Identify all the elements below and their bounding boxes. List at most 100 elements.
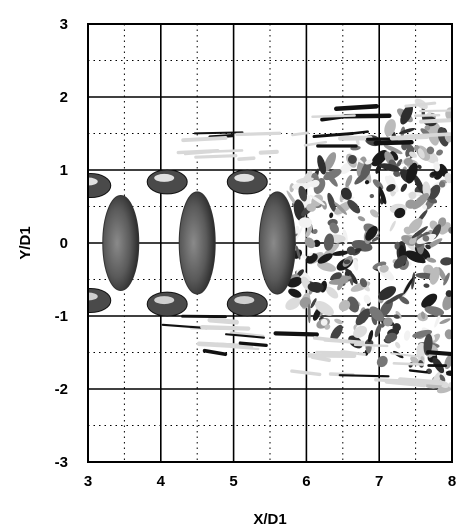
x-tick-label: 8 — [448, 473, 456, 490]
turbulent-fragment — [393, 314, 400, 319]
x-tick-label: 3 — [84, 473, 92, 490]
turbulent-fragment — [369, 306, 385, 322]
turbulent-fragment — [347, 296, 360, 313]
turbulent-fragment — [353, 325, 368, 338]
shear-streak — [273, 331, 319, 337]
turbulent-fragment — [443, 272, 450, 286]
turbulent-fragment — [338, 299, 351, 312]
shear-streak — [181, 136, 228, 143]
turbulent-fragment — [307, 252, 313, 257]
turbulent-fragment — [379, 163, 401, 172]
vortex-ring-bottom-core — [226, 291, 268, 317]
turbulent-fragment — [384, 119, 396, 137]
shear-streak — [235, 131, 282, 137]
vortex-ring-top-core — [226, 169, 268, 195]
shear-streak — [215, 342, 254, 349]
turbulent-fragment — [392, 323, 401, 332]
turbulent-fragment — [357, 216, 366, 222]
turbulent-fragment — [445, 290, 452, 298]
vortex-ring-body — [258, 191, 296, 295]
vortex-ring-highlight — [154, 173, 175, 182]
y-tick-label: -3 — [55, 454, 68, 471]
shear-streak — [161, 323, 208, 330]
turbulent-fragment — [385, 292, 404, 305]
vortex-ring-body — [102, 195, 140, 291]
turbulent-fragment — [369, 209, 379, 218]
turbulent-fragment — [413, 174, 425, 194]
turbulent-fragment — [320, 318, 328, 326]
shear-streak — [419, 109, 452, 113]
vortex-ring-top-core — [88, 173, 112, 199]
turbulent-fragment — [307, 281, 324, 293]
turbulent-fragment — [347, 199, 361, 214]
vortex-rings — [88, 169, 296, 317]
x-axis-label: X/D1 — [253, 511, 286, 528]
shear-streak — [237, 156, 256, 161]
turbulent-fragment — [327, 192, 336, 212]
turbulent-fragment — [383, 317, 393, 327]
turbulent-fragment — [368, 330, 374, 343]
shear-streak — [384, 379, 427, 388]
turbulent-fragment — [407, 218, 423, 234]
shear-streak — [390, 352, 420, 358]
turbulent-fragment — [317, 155, 327, 175]
turbulent-fragment — [295, 245, 301, 260]
turbulent-fragment — [298, 185, 308, 202]
vortex-ring-bottom-core — [146, 291, 188, 317]
turbulent-fragment — [393, 170, 401, 177]
shear-streak — [419, 118, 452, 124]
turbulent-fragment — [332, 250, 349, 256]
vortex-ring-highlight — [88, 177, 98, 186]
vortex-ring-highlight — [234, 296, 255, 305]
turbulent-fragment — [409, 151, 417, 158]
turbulent-fragment — [371, 150, 388, 167]
vortex-ring-highlight — [88, 292, 98, 301]
turbulent-fragment — [371, 236, 380, 242]
turbulent-fragment — [403, 157, 413, 166]
turbulent-fragment — [328, 278, 349, 285]
turbulent-fragment — [430, 171, 438, 176]
turbulent-fragment — [436, 149, 443, 156]
shear-streak — [315, 350, 349, 354]
turbulent-fragment — [304, 237, 316, 249]
turbulent-fragment — [417, 148, 425, 159]
turbulent-fragment — [343, 259, 351, 265]
turbulent-fragment — [354, 170, 371, 185]
shear-streak — [207, 317, 239, 325]
turbulent-fragment — [420, 311, 426, 320]
shear-streak — [193, 131, 244, 135]
y-tick-label: 2 — [60, 89, 68, 106]
turbulent-fragment — [411, 272, 416, 290]
turbulent-fragment — [378, 186, 387, 205]
turbulent-region — [161, 98, 452, 394]
turbulent-fragment — [429, 266, 440, 285]
turbulent-fragment — [395, 341, 401, 349]
turbulent-fragment — [444, 172, 452, 184]
x-tick-labels: 3 4 5 6 7 8 — [84, 473, 456, 490]
turbulent-fragment — [288, 288, 302, 298]
turbulent-fragment — [312, 228, 318, 235]
x-tick-label: 5 — [229, 473, 237, 490]
turbulent-fragment — [437, 127, 449, 147]
vortex-ring-body — [178, 191, 216, 295]
y-axis-label: Y/D1 — [17, 226, 34, 259]
turbulent-fragment — [411, 226, 428, 239]
turbulent-fragment — [379, 264, 389, 273]
shear-streak — [190, 149, 244, 154]
vortex-ring-top-core — [146, 169, 188, 195]
vortex-structures — [88, 98, 452, 394]
turbulent-fragment — [422, 181, 431, 198]
shear-streak — [353, 343, 389, 348]
shear-streak — [311, 114, 356, 119]
turbulent-fragment — [423, 333, 433, 356]
turbulent-fragment — [437, 267, 447, 283]
turbulent-fragment — [374, 323, 382, 338]
turbulent-fragment — [384, 332, 398, 343]
turbulent-fragment — [364, 159, 373, 165]
turbulent-fragment — [309, 179, 320, 188]
turbulent-fragment — [309, 194, 326, 206]
turbulent-fragment — [287, 277, 303, 288]
turbulent-fragment — [394, 241, 400, 250]
turbulent-fragment — [325, 286, 339, 299]
turbulent-fragment — [323, 233, 334, 251]
